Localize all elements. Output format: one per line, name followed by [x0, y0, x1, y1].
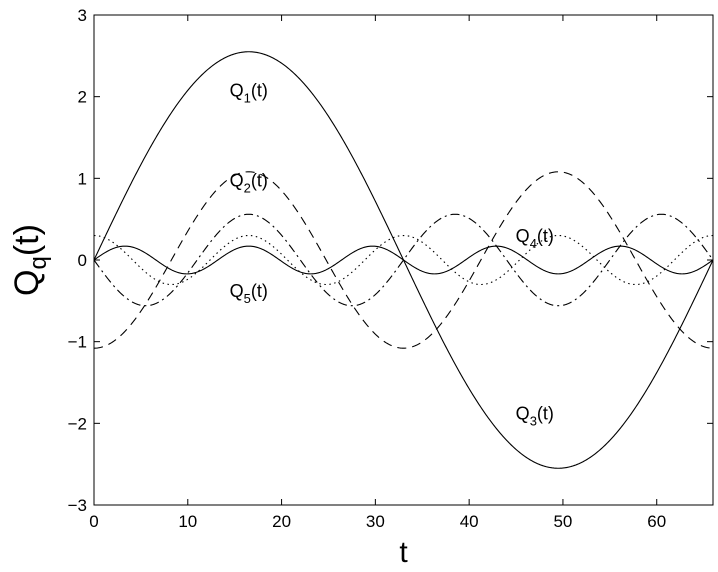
y-axis-label-tail: (t)	[8, 224, 46, 256]
x-tick-label-2: 20	[272, 512, 291, 531]
y-tick-label-6: 3	[78, 6, 87, 25]
annotation-q5: Q5(t)	[230, 281, 268, 306]
annotation-q2: Q2(t)	[230, 171, 268, 196]
x-tick-label-6: 60	[647, 512, 666, 531]
axes-layer: 0 10 20 30 40 50 60 −3 −2 −1 0 1 2 3	[68, 6, 713, 531]
annotation-q1: Q1(t)	[230, 81, 268, 106]
y-axis-label-sub: q	[25, 256, 52, 269]
y-tick-label-1: −2	[68, 414, 87, 433]
x-tick-label-5: 50	[553, 512, 572, 531]
annotation-q3: Q3(t)	[516, 403, 554, 428]
series-line-2	[93, 171, 714, 349]
y-tick-label-2: −1	[68, 333, 87, 352]
x-tick-label-4: 40	[460, 512, 479, 531]
y-tick-label-0: −3	[68, 496, 87, 515]
y-tick-label-4: 1	[78, 169, 87, 188]
x-tick-label-1: 10	[178, 512, 197, 531]
series-line-4	[93, 234, 714, 286]
y-axis-label-main: Q	[8, 270, 46, 296]
x-tick-label-3: 30	[366, 512, 385, 531]
y-axis-label: Qq(t)	[8, 224, 52, 296]
series-line-5	[93, 245, 714, 275]
series-layer	[93, 51, 714, 469]
y-tick-label-5: 2	[78, 88, 87, 107]
annotation-q4: Q4(t)	[516, 226, 554, 251]
y-tick-label-3: 0	[78, 251, 87, 270]
annotations-layer: Q1(t) Q2(t) Q4(t) Q5(t) Q3(t)	[230, 81, 554, 429]
x-tick-label-0: 0	[89, 512, 98, 531]
x-axis-label: t	[399, 536, 408, 569]
